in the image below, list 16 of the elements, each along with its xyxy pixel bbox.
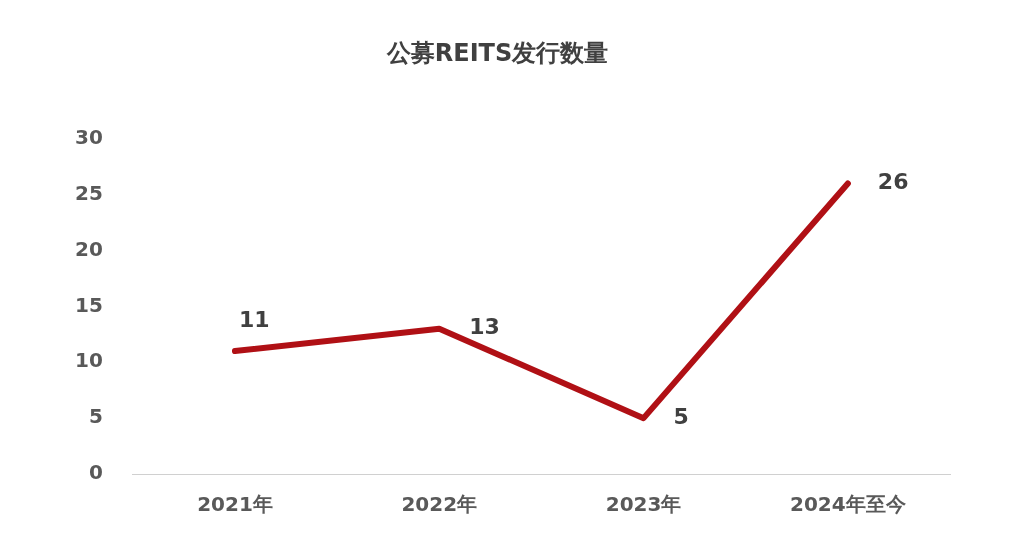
y-tick-label: 0 bbox=[88, 460, 103, 485]
x-tick-label: 2021年 bbox=[197, 492, 273, 517]
y-tick-label: 30 bbox=[74, 125, 103, 149]
y-tick-label: 10 bbox=[74, 348, 103, 373]
y-tick-label: 20 bbox=[74, 236, 103, 261]
y-tick-label: 5 bbox=[88, 404, 103, 429]
chart-title: 公募REITS发行数量 bbox=[385, 38, 609, 67]
data-label: 26 bbox=[877, 169, 909, 195]
x-tick-label: 2022年 bbox=[401, 492, 478, 517]
x-tick-label: 2024年至今 bbox=[790, 492, 906, 517]
data-label: 13 bbox=[469, 314, 500, 340]
data-label: 5 bbox=[673, 403, 689, 429]
data-label: 11 bbox=[238, 306, 270, 332]
y-tick-label: 25 bbox=[74, 180, 103, 205]
x-tick-label: 2023年 bbox=[605, 492, 682, 517]
y-tick-label: 15 bbox=[74, 292, 103, 317]
